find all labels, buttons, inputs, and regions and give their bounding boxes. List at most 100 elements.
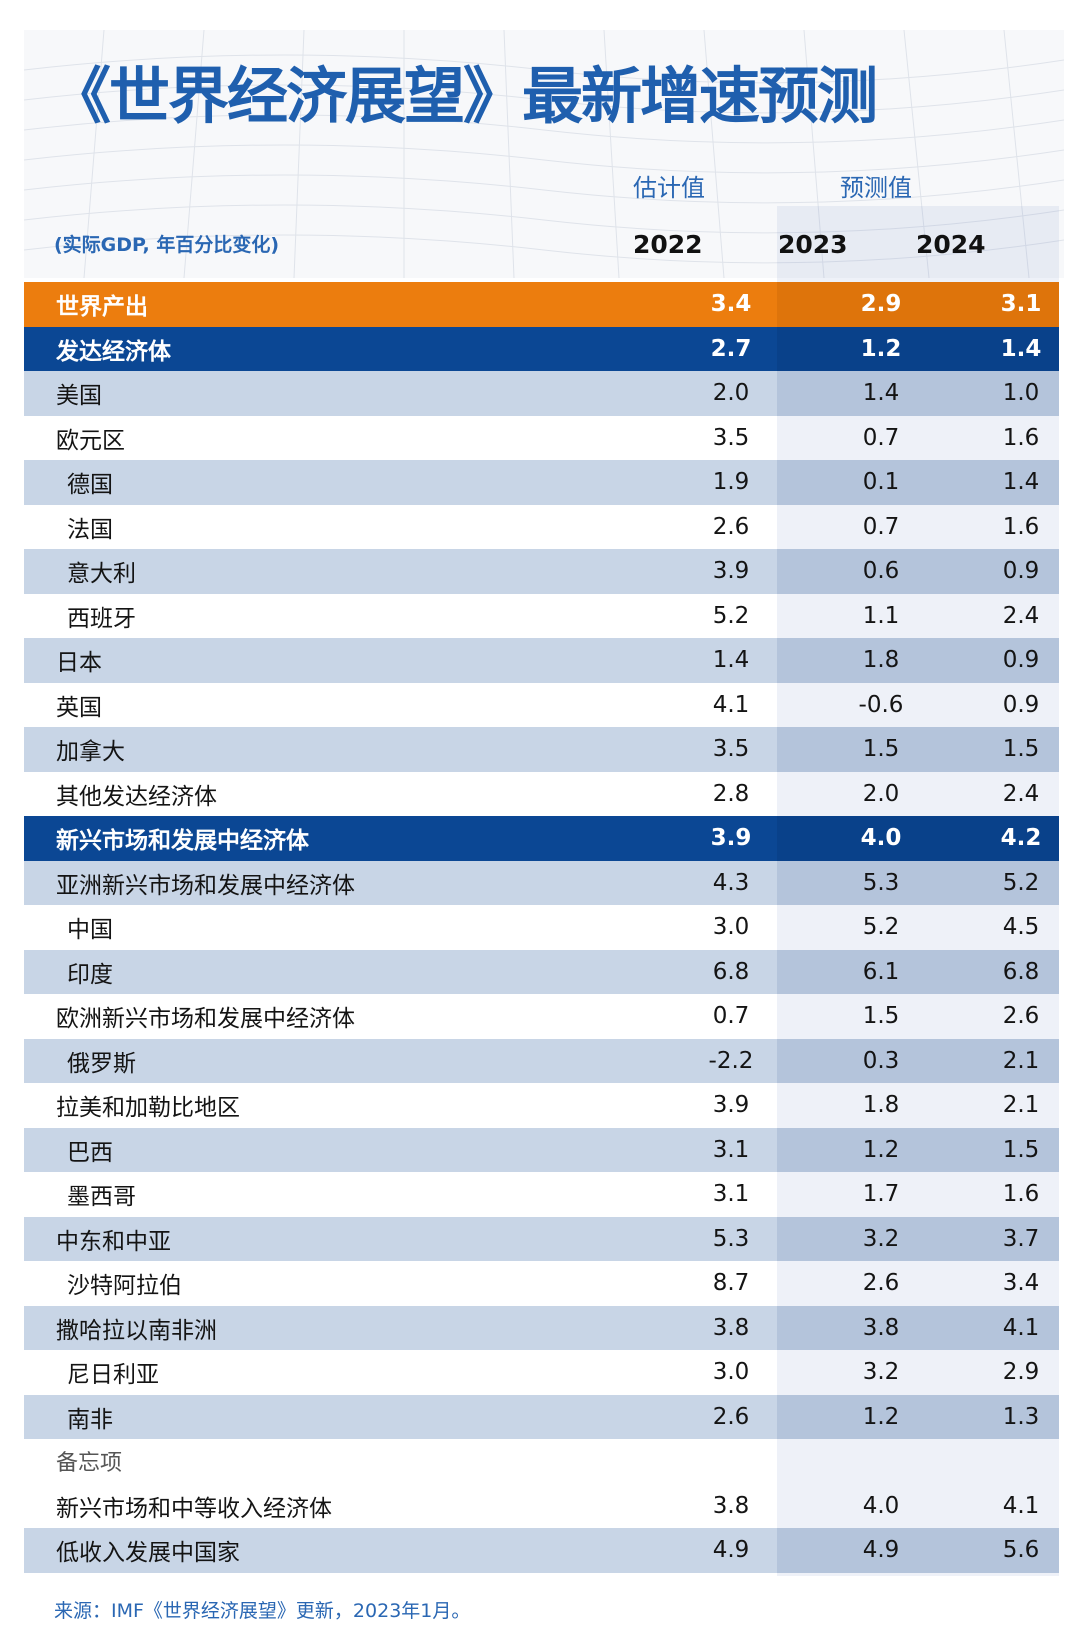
value-cell-2022: 3.0 xyxy=(712,1359,750,1386)
value-cell-2023: 5.3 xyxy=(862,869,900,896)
table-row: 南非 2.6 1.2 1.3 xyxy=(24,1394,1059,1439)
table-row: 撒哈拉以南非洲 3.8 3.8 4.1 xyxy=(24,1305,1059,1350)
value-cell-2023: 4.9 xyxy=(862,1537,900,1564)
table-row: 印度 6.8 6.1 6.8 xyxy=(24,949,1059,994)
value-cell-2024: 0.9 xyxy=(1002,647,1040,674)
table-row: 沙特阿拉伯 8.7 2.6 3.4 xyxy=(24,1261,1059,1306)
table-row: 俄罗斯 -2.2 0.3 2.1 xyxy=(24,1038,1059,1083)
value-cell-2024: 6.8 xyxy=(1002,958,1040,985)
value-cell-2023: 2.0 xyxy=(862,780,900,807)
value-cell-2023: 2.6 xyxy=(862,1270,900,1297)
value-cell-2024: 3.7 xyxy=(1002,1225,1040,1252)
value-cell-2022: 2.7 xyxy=(710,335,752,362)
value-cell-2023: 6.1 xyxy=(862,958,900,985)
row-label: 发达经济体 xyxy=(56,338,171,365)
value-cell-2022: 2.6 xyxy=(712,1403,750,1430)
forecast-cell-shade xyxy=(777,415,1059,460)
value-cell-2024: 1.3 xyxy=(1002,1403,1040,1430)
value-cell-2022: 5.2 xyxy=(712,602,750,629)
row-label: 其他发达经济体 xyxy=(56,783,217,810)
value-cell-2024: 2.4 xyxy=(1002,780,1040,807)
row-label: 欧洲新兴市场和发展中经济体 xyxy=(56,1006,355,1033)
table-row: 加拿大 3.5 1.5 1.5 xyxy=(24,727,1059,772)
row-label: 世界产出 xyxy=(56,294,148,321)
value-cell-2022: 3.5 xyxy=(712,424,750,451)
value-cell-2022: 3.1 xyxy=(712,1181,750,1208)
table-row: 西班牙 5.2 1.1 2.4 xyxy=(24,593,1059,638)
table-row: 新兴市场和中等收入经济体 3.8 4.0 4.1 xyxy=(24,1483,1059,1528)
value-cell-2024: 4.1 xyxy=(1002,1492,1040,1519)
value-cell-2024: 3.1 xyxy=(1000,291,1042,318)
row-label: 意大利 xyxy=(67,561,136,588)
table-row: 其他发达经济体 2.8 2.0 2.4 xyxy=(24,771,1059,816)
value-cell-2023: 1.8 xyxy=(862,647,900,674)
value-cell-2022: 3.0 xyxy=(712,914,750,941)
row-label: 新兴市场和发展中经济体 xyxy=(56,828,309,855)
value-cell-2022: -2.2 xyxy=(708,1047,754,1074)
forecast-cell-shade xyxy=(777,326,1059,371)
wireframe-decoration xyxy=(23,29,1065,279)
row-label: 印度 xyxy=(67,961,113,988)
forecast-cell-shade xyxy=(777,816,1059,861)
table-row: 欧元区 3.5 0.7 1.6 xyxy=(24,415,1059,460)
forecast-cell-shade xyxy=(777,905,1059,950)
value-cell-2023: 3.8 xyxy=(862,1314,900,1341)
value-cell-2024: 1.4 xyxy=(1000,335,1042,362)
value-cell-2024: 5.2 xyxy=(1002,869,1040,896)
value-cell-2024: 2.9 xyxy=(1002,1359,1040,1386)
value-cell-2023: 0.7 xyxy=(862,424,900,451)
table-row: 美国 2.0 1.4 1.0 xyxy=(24,371,1059,416)
value-cell-2023: 1.7 xyxy=(862,1181,900,1208)
table-row: 备忘项 xyxy=(24,1439,1059,1484)
row-label: 中东和中亚 xyxy=(56,1228,171,1255)
value-cell-2023: 0.1 xyxy=(862,469,900,496)
header-background xyxy=(23,29,1065,279)
forecast-cell-shade xyxy=(777,1483,1059,1528)
value-cell-2024: 1.4 xyxy=(1002,469,1040,496)
forecast-cell-shade xyxy=(777,1172,1059,1217)
value-cell-2024: 0.9 xyxy=(1002,691,1040,718)
table-row: 发达经济体 2.7 1.2 1.4 xyxy=(24,326,1059,371)
source-note: 来源：IMF《世界经济展望》更新，2023年1月。 xyxy=(54,1600,471,1622)
value-cell-2022: 3.5 xyxy=(712,736,750,763)
forecast-cell-shade xyxy=(777,593,1059,638)
forecast-cell-shade xyxy=(777,1439,1059,1484)
forecast-cell-shade xyxy=(777,1261,1059,1306)
forecast-cell-shade xyxy=(777,1038,1059,1083)
table-row: 新兴市场和发展中经济体 3.9 4.0 4.2 xyxy=(24,816,1059,861)
value-cell-2023: 0.7 xyxy=(862,513,900,540)
value-cell-2022: 3.8 xyxy=(712,1314,750,1341)
value-cell-2024: 2.4 xyxy=(1002,602,1040,629)
table-row: 意大利 3.9 0.6 0.9 xyxy=(24,549,1059,594)
forecast-cell-shade xyxy=(777,949,1059,994)
forecast-cell-shade xyxy=(777,1350,1059,1395)
table-row: 尼日利亚 3.0 3.2 2.9 xyxy=(24,1350,1059,1395)
row-label: 墨西哥 xyxy=(67,1184,136,1211)
forecast-cell-shade xyxy=(777,994,1059,1039)
value-cell-2024: 1.6 xyxy=(1002,424,1040,451)
forecast-cell-shade xyxy=(777,1083,1059,1128)
value-cell-2023: 1.8 xyxy=(862,1092,900,1119)
value-cell-2022: 2.8 xyxy=(712,780,750,807)
value-cell-2024: 1.5 xyxy=(1002,736,1040,763)
value-cell-2023: 1.4 xyxy=(862,380,900,407)
row-label: 美国 xyxy=(56,383,102,410)
value-cell-2024: 0.9 xyxy=(1002,558,1040,585)
value-cell-2023: 5.2 xyxy=(862,914,900,941)
table-row: 巴西 3.1 1.2 1.5 xyxy=(24,1127,1059,1172)
row-label: 欧元区 xyxy=(56,427,125,454)
table-row: 世界产出 3.4 2.9 3.1 xyxy=(24,282,1059,327)
table-row: 拉美和加勒比地区 3.9 1.8 2.1 xyxy=(24,1083,1059,1128)
forecast-cell-shade xyxy=(777,860,1059,905)
value-cell-2024: 1.0 xyxy=(1002,380,1040,407)
value-cell-2022: 3.9 xyxy=(712,558,750,585)
row-label: 尼日利亚 xyxy=(67,1362,159,1389)
table-row: 中东和中亚 5.3 3.2 3.7 xyxy=(24,1216,1059,1261)
forecast-cell-shade xyxy=(777,771,1059,816)
forecast-cell-shade xyxy=(777,727,1059,772)
value-cell-2024: 2.1 xyxy=(1002,1047,1040,1074)
value-cell-2023: 1.5 xyxy=(862,1003,900,1030)
forecast-cell-shade xyxy=(777,371,1059,416)
value-cell-2023: -0.6 xyxy=(858,691,904,718)
year-header-2023: 2023 xyxy=(778,230,848,259)
